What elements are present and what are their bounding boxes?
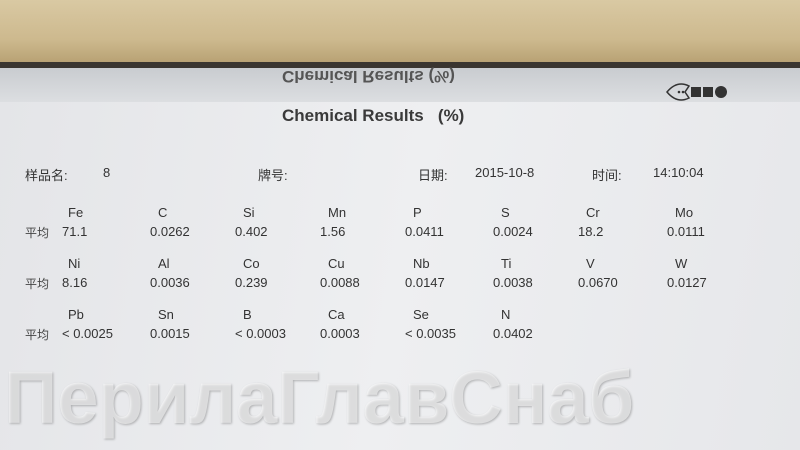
average-label: 平均 [25, 328, 50, 342]
average-label: 平均 [25, 226, 50, 240]
element-value: 0.0015 [150, 326, 190, 341]
element-symbol: Ni [68, 256, 81, 271]
element-value: < 0.0025 [62, 326, 113, 341]
element-symbol: Ca [328, 307, 345, 322]
sample-value: 8 [103, 165, 111, 180]
paper-fold [0, 68, 800, 102]
element-value: 0.0036 [150, 275, 190, 290]
element-symbol: B [243, 307, 252, 322]
time-value: 14:10:04 [653, 165, 704, 180]
element-value: 18.2 [578, 224, 604, 239]
element-symbol: Cu [328, 256, 345, 271]
element-symbol: V [586, 256, 595, 271]
element-value: 0.0670 [578, 275, 618, 290]
element-symbol: C [158, 205, 168, 220]
element-value: 0.0402 [493, 326, 533, 341]
sample-label: 样品名: [25, 168, 68, 183]
element-symbol: P [413, 205, 422, 220]
element-symbol: Mn [328, 205, 347, 220]
element-value: 0.0088 [320, 275, 360, 290]
wooden-table [0, 0, 800, 66]
element-symbol: W [675, 256, 688, 271]
mirrored-title: Chemical Results (%) [282, 67, 455, 86]
average-label: 平均 [25, 277, 50, 291]
element-symbol: Mo [675, 205, 694, 220]
element-value: 0.0262 [150, 224, 190, 239]
element-value: 71.1 [62, 224, 88, 239]
element-symbol: Pb [68, 307, 84, 322]
element-value: 1.56 [320, 224, 346, 239]
watermark: ПерилаГлавСнаб [4, 356, 635, 439]
element-symbol: Al [158, 256, 170, 271]
element-symbol: Nb [413, 256, 430, 271]
element-symbol: Ti [501, 256, 512, 271]
paper-edge [0, 62, 800, 68]
title-text: Chemical Results [282, 106, 424, 125]
grade-label: 牌号: [258, 168, 288, 183]
element-value: 0.0038 [493, 275, 533, 290]
element-value: 0.0411 [405, 224, 444, 239]
element-symbol: Sn [158, 307, 174, 322]
element-symbol: Cr [586, 205, 600, 220]
element-symbol: Fe [68, 205, 84, 220]
element-symbol: N [501, 307, 511, 322]
fish-logo-icon [666, 83, 727, 101]
element-value: 0.402 [235, 224, 268, 239]
element-value: 0.0111 [667, 224, 705, 239]
element-value: 0.0003 [320, 326, 360, 341]
element-value: 0.0024 [493, 224, 533, 239]
date-label: 日期: [418, 168, 448, 183]
element-symbol: Co [243, 256, 260, 271]
element-value: < 0.0035 [405, 326, 456, 341]
element-value: 8.16 [62, 275, 88, 290]
element-value: 0.0127 [667, 275, 707, 290]
element-symbol: Si [243, 205, 255, 220]
time-label: 时间: [592, 168, 622, 183]
element-value: 0.0147 [405, 275, 445, 290]
document-title: Chemical Results (%) [282, 106, 464, 126]
element-value: 0.239 [235, 275, 268, 290]
paper-sheet [0, 102, 800, 450]
title-unit: (%) [437, 106, 465, 125]
date-value: 2015-10-8 [475, 165, 535, 180]
element-symbol: Se [413, 307, 429, 322]
element-symbol: S [501, 205, 510, 220]
element-value: < 0.0003 [235, 326, 286, 341]
